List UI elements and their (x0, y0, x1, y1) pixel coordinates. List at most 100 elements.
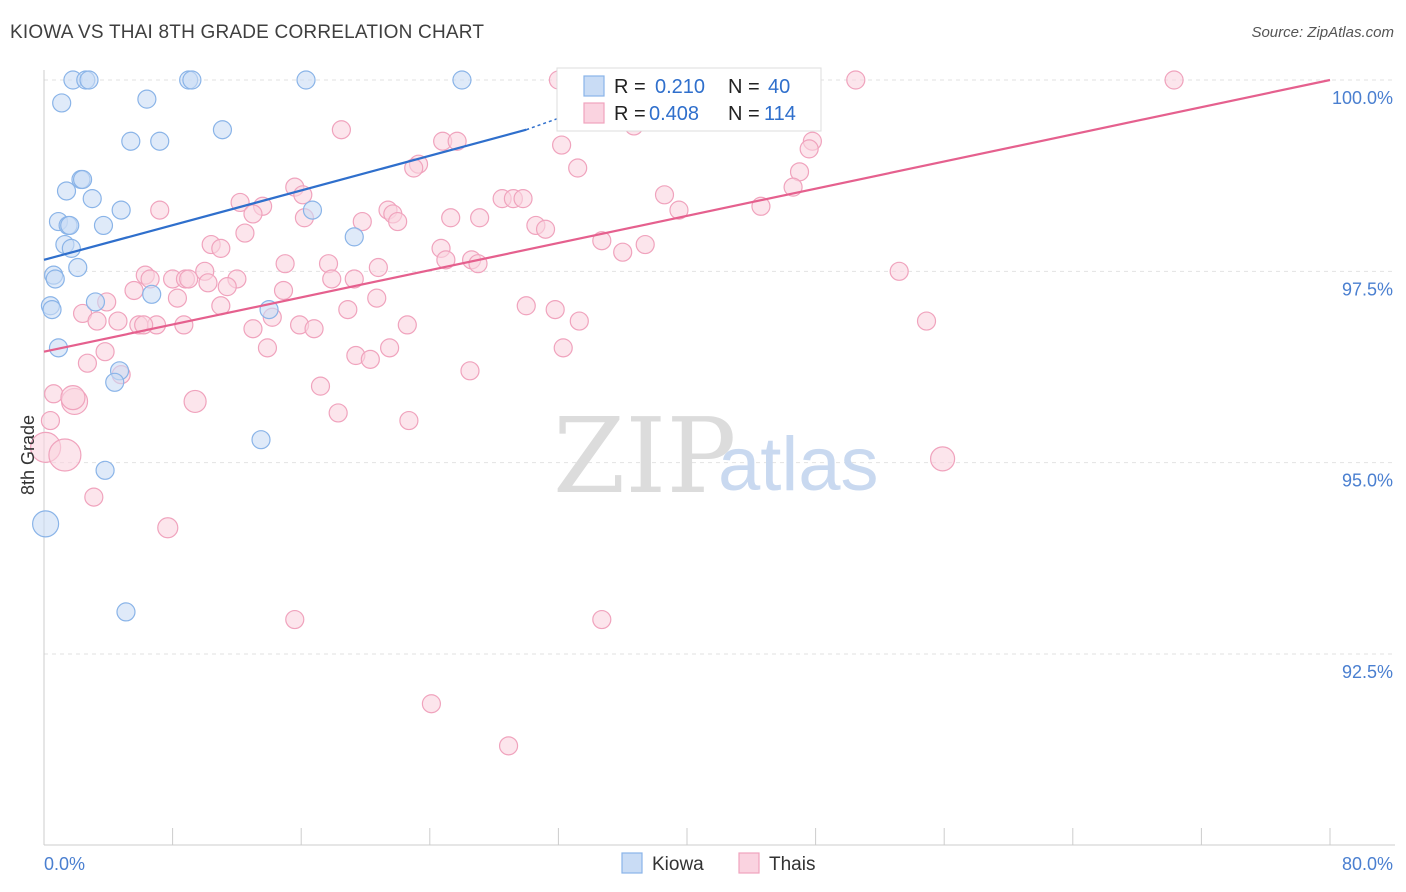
point-thais (157, 517, 179, 539)
point-thais (368, 257, 388, 278)
series-legend-kiowa: Kiowa (652, 854, 704, 875)
point-thais (243, 319, 263, 339)
legend-kiowa-n-value: 40 (768, 76, 790, 98)
point-thais (150, 200, 170, 220)
point-thais (799, 139, 819, 159)
point-kiowa (42, 300, 62, 320)
point-thais (243, 204, 263, 224)
point-thais (95, 342, 115, 362)
legend-swatch-thais (583, 102, 605, 124)
point-kiowa (56, 181, 77, 201)
point-thais (344, 269, 364, 289)
point-kiowa (60, 215, 80, 236)
point-thais (331, 120, 351, 140)
y-axis-title: 8th Grade (18, 415, 38, 495)
point-kiowa (251, 430, 271, 450)
trend-lines (43, 78, 1331, 353)
point-thais (285, 609, 305, 630)
point-thais (1164, 70, 1184, 90)
point-thais (338, 300, 358, 320)
point-thais (553, 338, 573, 358)
point-thais (552, 135, 572, 155)
point-thais (179, 269, 199, 289)
point-thais (447, 131, 467, 151)
point-thais (304, 319, 324, 339)
point-kiowa (296, 70, 316, 90)
point-thais (569, 311, 589, 331)
point-kiowa (344, 227, 364, 247)
point-thais (470, 208, 490, 228)
point-thais (592, 609, 612, 630)
legend-kiowa-r-value: 0.210 (655, 76, 705, 98)
point-thais (460, 361, 480, 381)
point-thais (545, 300, 565, 320)
point-kiowa (150, 131, 170, 151)
trend-line-kiowa (43, 128, 527, 261)
point-kiowa (116, 602, 136, 622)
point-thais (929, 446, 956, 472)
point-thais (360, 349, 380, 369)
watermark: ZIP atlas (553, 395, 879, 517)
trend-line-extension-kiowa (525, 117, 559, 131)
point-kiowa (452, 70, 472, 90)
point-thais (87, 311, 107, 331)
point-kiowa (302, 200, 323, 220)
series-kiowa-points (32, 70, 472, 622)
point-thais (399, 410, 419, 431)
point-thais (328, 403, 348, 423)
point-thais (592, 231, 612, 251)
legend-kiowa-n-label: N = (728, 76, 760, 98)
point-thais (441, 208, 461, 228)
point-kiowa (111, 200, 131, 220)
point-thais (397, 315, 417, 335)
point-kiowa (79, 70, 99, 90)
point-thais (40, 410, 61, 431)
correlation-legend: R = 0.210 N = 40 R = 0.408 N = 114 (556, 67, 822, 132)
y-tick-label: 92.5% (1342, 662, 1393, 682)
point-kiowa (121, 131, 141, 151)
point-thais (322, 269, 342, 289)
point-thais (60, 385, 86, 411)
point-thais (421, 694, 442, 714)
y-tick-label: 97.5% (1342, 279, 1393, 299)
point-thais (568, 158, 588, 178)
point-thais (498, 736, 519, 756)
point-thais (273, 280, 294, 301)
point-kiowa (93, 215, 114, 236)
series-legend-swatch-thais (738, 852, 760, 874)
gridlines (44, 79, 1395, 655)
point-thais (388, 211, 408, 232)
series-legend-swatch-kiowa (621, 852, 643, 874)
point-thais (108, 311, 128, 331)
point-kiowa (142, 284, 162, 304)
legend-thais-n-value: 114 (764, 103, 796, 125)
point-thais (669, 200, 689, 220)
point-thais (380, 338, 400, 358)
y-tick-label: 100.0% (1332, 88, 1393, 108)
point-thais (846, 70, 866, 90)
point-thais (124, 280, 144, 301)
x-tick-label: 80.0% (1342, 854, 1393, 874)
point-thais (275, 254, 295, 274)
point-thais (257, 338, 278, 358)
point-kiowa (137, 89, 157, 109)
point-thais (352, 211, 372, 232)
series-legend-thais: Thais (769, 854, 815, 875)
point-thais (183, 389, 207, 414)
point-kiowa (85, 292, 106, 312)
point-thais (436, 250, 456, 270)
watermark-zip: ZIP (553, 395, 736, 517)
series-legend: Kiowa Thais (621, 852, 815, 875)
point-kiowa (212, 120, 233, 140)
point-thais (635, 234, 655, 255)
point-thais (84, 487, 104, 507)
point-thais (468, 254, 488, 274)
point-kiowa (32, 510, 60, 538)
point-thais (174, 315, 194, 335)
point-thais (167, 288, 188, 308)
point-thais (44, 384, 64, 404)
point-kiowa (52, 93, 72, 113)
chart-title: KIOWA VS THAI 8TH GRADE CORRELATION CHAR… (10, 22, 485, 43)
point-thais (198, 273, 218, 293)
